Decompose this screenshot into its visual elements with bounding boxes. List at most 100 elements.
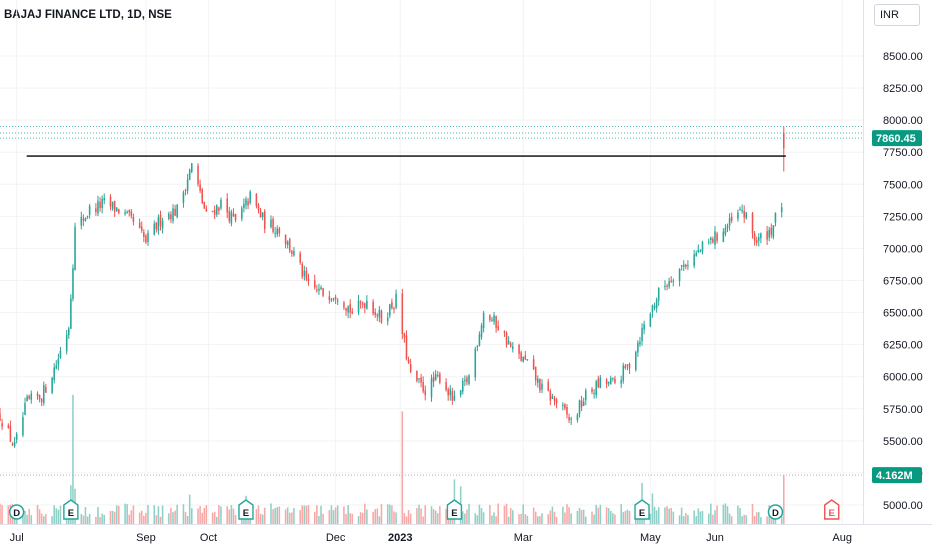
candle-body <box>641 328 643 342</box>
candle-body <box>115 207 118 212</box>
candle-body <box>534 367 537 381</box>
candle-body <box>403 333 406 338</box>
candle-body <box>218 207 220 211</box>
volume-bar <box>609 510 612 524</box>
volume-bar <box>599 504 602 524</box>
volume-bar <box>15 516 18 524</box>
volume-bar <box>578 507 581 524</box>
candle-body <box>466 377 468 383</box>
candle-body <box>593 392 595 394</box>
candle-body <box>768 229 770 238</box>
candle-body <box>578 400 581 415</box>
candle-body <box>474 348 477 378</box>
candle-body <box>42 385 45 404</box>
volume-bar <box>464 513 466 524</box>
volume-bar <box>697 508 700 524</box>
candle-body <box>576 414 579 420</box>
volume-bar <box>407 509 410 524</box>
candle-body <box>678 268 681 281</box>
earnings-marker[interactable]: E <box>634 499 650 520</box>
earnings-marker-shape <box>63 499 79 520</box>
volume-bar <box>263 507 266 524</box>
time-axis[interactable]: Jul Sep Oct Dec 2023 Mar May Jun Aug <box>10 532 852 544</box>
candle-body <box>624 365 627 369</box>
earnings-marker[interactable]: E <box>238 499 254 520</box>
candle-body <box>197 165 199 185</box>
volume-bar <box>347 505 349 524</box>
candle-body <box>109 196 112 207</box>
volume-bar <box>393 511 395 524</box>
price-axis[interactable]: 8500.00 8250.00 8000.00 7750.00 7500.00 7250.… <box>883 51 923 512</box>
candle-body <box>722 231 725 242</box>
candle-body <box>245 199 247 206</box>
candle-body <box>482 313 485 328</box>
candle-body <box>80 216 83 226</box>
volume-bar <box>378 516 381 524</box>
volume-bar <box>672 511 675 524</box>
volume-bar <box>82 515 85 524</box>
price-tick-label: 5750.00 <box>883 404 923 416</box>
volume-bar <box>301 505 304 524</box>
volume-bar <box>128 514 131 524</box>
volume-bar <box>197 508 199 524</box>
candle-body <box>549 390 552 401</box>
volume-bar <box>274 507 276 524</box>
candle-body <box>301 263 304 277</box>
candle-body <box>564 404 566 409</box>
candle-body <box>737 212 739 219</box>
candle-body <box>234 214 237 221</box>
volume-bar <box>607 508 610 524</box>
candle-body <box>22 417 24 436</box>
candle-body <box>130 211 133 216</box>
volume-bar <box>693 510 695 524</box>
candle-body <box>59 350 62 358</box>
volume-bar <box>80 514 83 524</box>
last-price-badge: 7860.45 <box>872 130 922 147</box>
volume-bar <box>130 510 133 524</box>
earnings-marker[interactable]: E <box>824 499 840 520</box>
candle-body <box>651 305 654 313</box>
candle-body <box>461 380 464 392</box>
event-letter: E <box>639 508 645 519</box>
grid <box>0 0 863 524</box>
volume-bar <box>722 504 725 524</box>
last-price-badge-bg <box>872 130 922 147</box>
dividend-marker[interactable]: D <box>8 504 25 520</box>
candle-body <box>622 365 625 381</box>
volume-bar <box>109 510 112 524</box>
candle-body <box>86 215 89 217</box>
event-letter: E <box>68 508 74 519</box>
candle-body <box>649 313 652 327</box>
candle-body <box>668 281 670 287</box>
currency-selector[interactable]: INR <box>874 4 920 26</box>
volume-bar <box>712 514 714 524</box>
candle-body <box>70 298 72 329</box>
dividend-marker[interactable]: D <box>767 504 784 520</box>
symbol-title[interactable]: BAJAJ FINANCE LTD, 1D, NSE <box>4 9 172 21</box>
volume-bar <box>491 515 493 524</box>
candle-body <box>507 340 510 344</box>
volume-bar <box>436 513 439 524</box>
volume-bar <box>24 510 26 524</box>
time-tick-label: Mar <box>514 532 533 544</box>
price-tick-label: 8250.00 <box>883 83 923 95</box>
candle-body <box>345 308 347 311</box>
earnings-marker[interactable]: E <box>446 499 463 520</box>
candle-body <box>249 191 251 203</box>
candle-body <box>157 217 160 231</box>
candle-body <box>36 393 39 397</box>
candle-body <box>313 280 316 288</box>
volume-bar <box>568 507 570 524</box>
volume-bar <box>753 516 756 524</box>
price-tick-label: 5500.00 <box>883 436 923 448</box>
candle-body <box>257 205 260 210</box>
volume-bar <box>628 510 631 524</box>
earnings-marker[interactable]: E <box>63 499 79 520</box>
volume-bar <box>232 508 235 524</box>
candle-body <box>84 217 87 221</box>
candle-body <box>99 201 101 209</box>
candle-body <box>65 334 68 352</box>
volume-bar <box>174 510 176 524</box>
